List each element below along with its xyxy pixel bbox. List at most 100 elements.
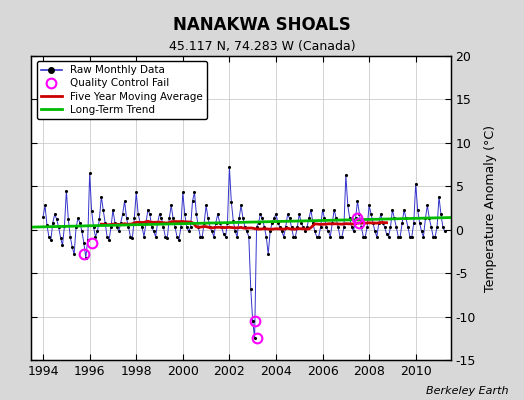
Point	[82, 254, 90, 261]
Point	[338, 234, 346, 240]
Point	[72, 224, 80, 230]
Point	[383, 231, 391, 237]
Point	[396, 234, 405, 240]
Point	[239, 215, 247, 222]
Point	[423, 202, 432, 208]
Point	[305, 215, 313, 222]
Point	[241, 224, 249, 230]
Point	[134, 211, 143, 217]
Point	[62, 188, 71, 194]
Point	[411, 180, 420, 187]
Point	[58, 242, 67, 248]
Point	[413, 206, 422, 213]
Point	[49, 220, 57, 226]
Point	[283, 211, 292, 217]
Point	[54, 224, 63, 230]
Point	[330, 206, 339, 213]
Point	[237, 202, 245, 208]
Point	[200, 220, 209, 226]
Point	[314, 234, 323, 240]
Point	[355, 211, 364, 217]
Point	[136, 220, 144, 226]
Point	[371, 228, 379, 235]
Point	[85, 170, 94, 176]
Point	[350, 228, 358, 235]
Point	[208, 228, 216, 235]
Point	[322, 224, 331, 230]
Point	[149, 228, 158, 235]
Point	[169, 215, 177, 222]
Point	[154, 220, 162, 226]
Point	[122, 215, 130, 222]
Point	[130, 215, 138, 222]
Point	[103, 234, 111, 240]
Point	[177, 224, 185, 230]
Point	[373, 234, 381, 240]
Point	[416, 220, 424, 226]
Point	[99, 206, 107, 213]
Point	[198, 234, 206, 240]
Point	[91, 234, 100, 240]
Point	[336, 234, 344, 240]
Point	[204, 215, 212, 222]
Point	[311, 228, 319, 235]
Point	[60, 223, 69, 230]
Point	[276, 224, 284, 230]
Point	[398, 220, 406, 226]
Point	[66, 234, 74, 240]
Point	[78, 228, 86, 235]
Point	[324, 228, 333, 235]
Point	[254, 220, 263, 226]
Point	[111, 220, 119, 226]
Point	[128, 235, 137, 242]
Point	[116, 220, 125, 226]
Point	[124, 224, 133, 230]
Point	[210, 234, 218, 240]
Point	[402, 215, 410, 222]
Point	[384, 234, 392, 240]
Point	[345, 215, 354, 222]
Point	[332, 215, 340, 222]
Point	[248, 318, 257, 324]
Point	[270, 215, 278, 222]
Point	[369, 220, 377, 226]
Text: NANAKWA SHOALS: NANAKWA SHOALS	[173, 16, 351, 34]
Point	[229, 218, 237, 224]
Point	[235, 215, 243, 222]
Point	[148, 224, 156, 230]
Point	[299, 224, 308, 230]
Point	[425, 215, 433, 222]
Point	[253, 224, 261, 230]
Point	[417, 228, 425, 235]
Point	[95, 216, 104, 222]
Point	[367, 211, 375, 217]
Point	[202, 202, 210, 208]
Point	[50, 211, 59, 217]
Point	[421, 215, 430, 222]
Point	[70, 251, 78, 257]
Point	[76, 220, 84, 226]
Point	[297, 220, 305, 226]
Point	[256, 211, 265, 217]
Point	[319, 206, 327, 213]
Point	[427, 224, 435, 230]
Point	[155, 211, 163, 217]
Point	[272, 211, 280, 217]
Point	[268, 220, 276, 226]
Point	[380, 224, 389, 230]
Point	[344, 202, 352, 208]
Point	[247, 286, 255, 292]
Point	[140, 234, 148, 240]
Point	[231, 228, 239, 235]
Point	[64, 216, 72, 222]
Point	[144, 206, 152, 213]
Point	[328, 220, 336, 226]
Point	[431, 234, 439, 240]
Point	[334, 224, 342, 230]
Point	[217, 224, 226, 230]
Point	[47, 237, 55, 243]
Point	[301, 228, 309, 235]
Point	[264, 251, 272, 257]
Point	[347, 224, 356, 230]
Point	[363, 224, 372, 230]
